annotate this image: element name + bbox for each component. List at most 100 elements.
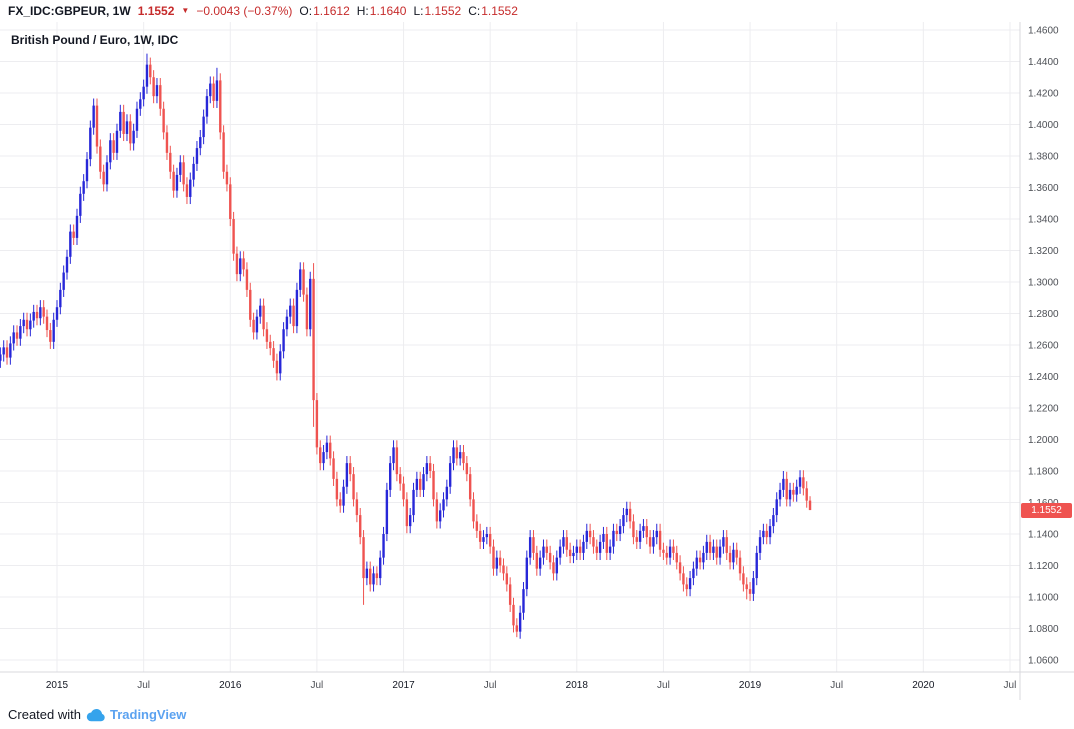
candle-body — [675, 552, 678, 563]
candle-body — [682, 573, 685, 585]
candle-body — [698, 557, 702, 563]
high-value: 1.1640 — [369, 4, 407, 18]
candle-body — [139, 99, 142, 109]
candle-body — [122, 111, 125, 134]
candle-body — [225, 171, 229, 185]
time-tick-label: Jul — [311, 680, 324, 691]
candle-body — [252, 319, 255, 333]
candle-body — [692, 568, 695, 579]
candle-body — [42, 307, 45, 317]
price-tick-label: 1.2600 — [1028, 341, 1059, 352]
candle-body — [329, 442, 332, 459]
candle-body — [458, 452, 462, 459]
price-tick-label: 1.1000 — [1028, 593, 1059, 604]
candle-body — [159, 85, 162, 109]
candle-body — [572, 552, 575, 557]
candle-body — [708, 541, 712, 553]
candle-body — [182, 162, 185, 185]
candle-body — [32, 311, 35, 321]
close-value: 1.1552 — [481, 4, 518, 18]
candle-body — [658, 530, 662, 550]
candle-body — [712, 546, 715, 553]
candle-body — [422, 474, 425, 490]
candle-body — [552, 562, 555, 574]
symbol-legend[interactable]: FX_IDC:GBPEUR, 1W 1.1552 ▼ −0.0043 (−0.3… — [0, 0, 1074, 22]
candle-body — [365, 568, 369, 579]
candle-body — [379, 557, 382, 579]
candle-body — [165, 132, 169, 153]
candle-body — [645, 526, 648, 538]
candle-body — [555, 557, 559, 574]
candle-body — [352, 474, 355, 500]
candle-body — [245, 269, 249, 290]
candle-body — [718, 546, 722, 558]
candle-body — [322, 452, 325, 464]
price-tick-label: 1.1200 — [1028, 561, 1059, 572]
candle-body — [359, 515, 362, 538]
candle-body — [678, 562, 682, 574]
footer: Created with TradingView — [0, 700, 1074, 729]
candle-body — [605, 534, 608, 553]
legend-last-price: 1.1552 — [137, 4, 175, 18]
candle-body — [282, 329, 285, 352]
candle-body — [752, 578, 755, 594]
candle-body — [135, 108, 139, 131]
price-tick-label: 1.3400 — [1028, 215, 1059, 226]
candle-body — [765, 530, 768, 538]
low-label: L: — [413, 4, 424, 18]
candle-body — [232, 219, 235, 254]
candle-body — [205, 96, 209, 117]
candle-body — [805, 488, 808, 501]
price-tick-label: 1.2000 — [1028, 435, 1059, 446]
candle-body — [685, 584, 688, 590]
candle-body — [172, 171, 175, 191]
candle-body — [665, 552, 668, 558]
candle-body — [15, 332, 19, 339]
time-tick-label: 2020 — [912, 680, 935, 691]
candle-body — [99, 146, 102, 172]
candle-body — [448, 463, 452, 487]
chart-title: British Pound / Euro, 1W, IDC — [11, 33, 179, 47]
candle-body — [642, 526, 645, 531]
candle-body — [488, 534, 492, 547]
candle-body — [722, 537, 725, 547]
candle-body — [255, 316, 259, 333]
candle-body — [102, 171, 105, 185]
candle-body — [748, 589, 752, 594]
chart-canvas[interactable]: 1.4600 1.4400 1.4200 1.4000 1.3800 1.3600 1.34… — [0, 22, 1074, 700]
candle-body — [272, 348, 275, 361]
price-tick-label: 1.4200 — [1028, 89, 1059, 100]
symbol-title[interactable]: FX_IDC:GBPEUR, 1W — [8, 4, 131, 18]
candle-body — [332, 458, 335, 479]
candle-body — [299, 269, 302, 290]
price-tick-label: 1.2800 — [1028, 309, 1059, 320]
candle-body — [309, 278, 312, 330]
price-tick-label: 1.2400 — [1028, 372, 1059, 383]
candle-body — [505, 573, 509, 585]
candle-body — [89, 127, 92, 160]
tradingview-logo-icon[interactable] — [86, 708, 105, 722]
candle-body — [792, 489, 795, 495]
chart-area[interactable]: 1.4600 1.4400 1.4200 1.4000 1.3800 1.3600 1.34… — [0, 22, 1074, 700]
candles — [0, 53, 812, 639]
price-axis[interactable]: 1.4600 1.4400 1.4200 1.4000 1.3800 1.3600 1.34… — [1028, 26, 1059, 667]
candle-body — [162, 108, 165, 133]
time-axis[interactable]: 2015 Jul 2016 Jul 2017 Jul 2018 Jul 2019 Jul 2020 J… — [46, 680, 1016, 691]
candle-body — [632, 521, 635, 538]
candle-body — [755, 552, 758, 579]
candle-body — [762, 530, 765, 538]
candle-body — [82, 181, 85, 194]
candle-body — [595, 546, 598, 553]
price-tick-label: 1.0600 — [1028, 656, 1059, 667]
candle-body — [648, 537, 652, 547]
tradingview-link[interactable]: TradingView — [109, 707, 187, 722]
candle-body — [395, 447, 399, 475]
time-tick-label: 2015 — [46, 680, 69, 691]
candle-body — [738, 557, 742, 574]
candle-body — [129, 121, 132, 144]
candle-body — [655, 530, 658, 538]
candle-body — [785, 478, 788, 500]
candle-body — [92, 105, 95, 128]
candle-body — [548, 552, 552, 563]
candle-body — [259, 305, 262, 317]
